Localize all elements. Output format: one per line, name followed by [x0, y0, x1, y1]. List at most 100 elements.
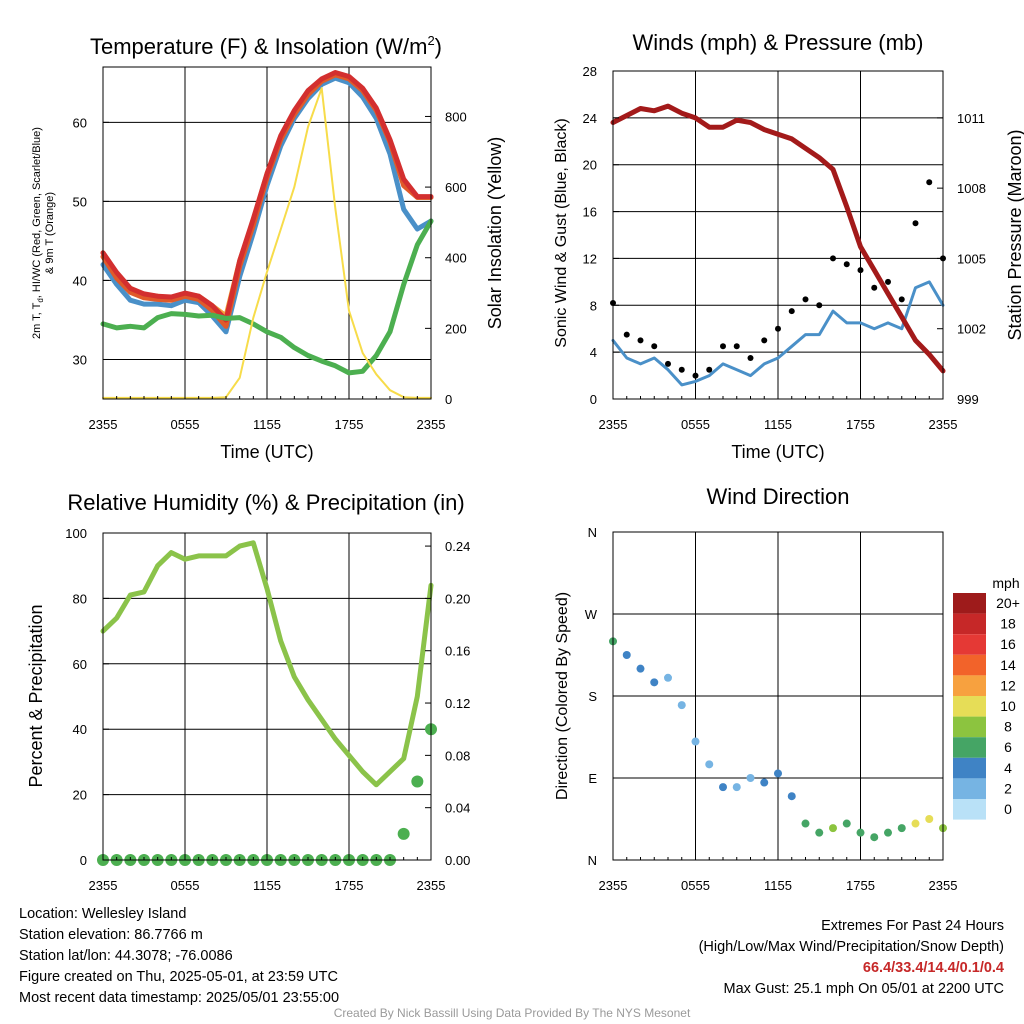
y-tick-label: 24 — [583, 111, 597, 126]
x-tick-label: 2355 — [599, 417, 628, 432]
x-tick-label: 2355 — [929, 417, 958, 432]
y2-tick-label: 0.20 — [445, 591, 470, 606]
x-tick-label: 2355 — [417, 878, 446, 893]
x-tick-label: 0555 — [681, 878, 710, 893]
gust-point — [857, 267, 864, 274]
rh-line — [100, 540, 434, 788]
gust-point — [761, 337, 768, 344]
humidity-ticks: 2355 0555 1155 1755 23550204060801000.000.04… — [65, 526, 470, 893]
humidity-title: Relative Humidity (%) & Precipitation (i… — [67, 490, 464, 515]
y-tick-label: W — [585, 607, 598, 622]
recent-data-text: Most recent data timestamp: 2025/05/01 2… — [19, 990, 340, 1006]
y-tick-label: 50 — [73, 194, 87, 209]
colorbar-label: 12 — [1000, 677, 1016, 693]
direction-point — [732, 783, 741, 792]
direction-point — [746, 774, 755, 782]
colorbar-label: 18 — [1000, 616, 1016, 632]
direction-point — [884, 828, 892, 837]
y-tick-label: 20 — [583, 158, 597, 173]
pressure-line — [610, 103, 946, 374]
direction-point — [911, 819, 920, 828]
temp_2m-line — [100, 70, 434, 323]
direction-point — [691, 737, 700, 746]
temperature-ylabel-left-line2: & 9m T (Orange) — [44, 192, 56, 274]
y-tick-label: 16 — [583, 205, 597, 220]
y2-tick-label: 0.12 — [445, 696, 470, 711]
x-tick-label: 0555 — [171, 878, 200, 893]
direction-point — [925, 815, 934, 823]
y2-tick-label: 600 — [445, 180, 467, 195]
y2-tick-label: 0.04 — [445, 801, 470, 816]
gust-point — [885, 278, 891, 285]
temperature-ylabel-left: 2m T, Td, HI/WC (Red, Green, Scarlet/Blu… — [31, 127, 45, 339]
winds-pressure-panel: Winds (mph) & Pressure (mb) 2355 0555 1155… — [553, 30, 1024, 462]
humidity-precip-panel: Relative Humidity (%) & Precipitation (i… — [26, 490, 470, 893]
y-tick-label: 60 — [73, 657, 87, 672]
colorbar-swatch — [953, 778, 986, 799]
elevation-text: Station elevation: 86.7766 m — [19, 927, 203, 943]
winds-grid — [613, 71, 943, 399]
latlon-text: Station lat/lon: 44.3078; -76.0086 — [19, 948, 233, 964]
wind-direction-title: Wind Direction — [706, 484, 849, 509]
y2-tick-label: 800 — [445, 109, 467, 124]
created-text: Figure created on Thu, 2025-05-01, at 23… — [19, 969, 338, 985]
direction-point — [787, 792, 796, 801]
y-tick-label: 8 — [590, 298, 597, 313]
wind-direction-ylabel-left: Direction (Colored By Speed) — [554, 592, 571, 800]
y-tick-label: 40 — [73, 722, 87, 737]
x-tick-label: 1155 — [253, 878, 281, 893]
gust-point — [623, 331, 630, 338]
colorbar-label: 2 — [1004, 780, 1012, 796]
winds-title: Winds (mph) & Pressure (mb) — [633, 30, 924, 55]
wind-direction-grid — [613, 532, 943, 860]
y2-tick-label: 1011 — [957, 111, 985, 126]
extremes-info: Extremes For Past 24 Hours (High/Low/Max… — [699, 916, 1004, 1000]
x-tick-label: 1755 — [846, 417, 875, 432]
gust-point — [843, 261, 850, 268]
colorbar-label: 4 — [1004, 760, 1012, 776]
gust-point — [830, 255, 836, 262]
colorbar-label: 10 — [1000, 698, 1016, 714]
direction-point — [622, 651, 631, 659]
y2-tick-label: 999 — [957, 392, 979, 407]
direction-point — [760, 778, 769, 787]
x-tick-label: 0555 — [681, 417, 710, 432]
colorbar-unit-label: mph — [992, 575, 1019, 591]
extremes-title: Extremes For Past 24 Hours — [821, 918, 1004, 934]
direction-point — [815, 828, 824, 837]
humidity-series — [97, 540, 437, 866]
precip-point — [397, 827, 410, 840]
y2-tick-label: 1002 — [957, 322, 986, 337]
direction-point — [705, 760, 714, 769]
gust-point — [720, 343, 726, 350]
y-tick-label: 0 — [80, 853, 87, 868]
max-gust-text: Max Gust: 25.1 mph On 05/01 at 2200 UTC — [723, 981, 1004, 997]
dewpoint-line — [100, 218, 434, 376]
gust-point — [706, 366, 713, 373]
colorbar-swatch — [953, 675, 986, 696]
colorbar-label: 8 — [1004, 719, 1012, 735]
temperature-grid — [103, 67, 431, 399]
wind-direction-panel: Wind Direction 2355 0555 1155 1755 2355NESWN… — [554, 484, 1020, 893]
direction-point — [650, 678, 659, 687]
y-tick-label: 60 — [73, 115, 87, 130]
x-tick-label: 0555 — [171, 417, 200, 432]
gust-point — [692, 372, 699, 379]
direction-point — [664, 673, 672, 682]
temperature-series — [100, 70, 434, 399]
gust-point — [651, 343, 658, 350]
winds-series — [610, 103, 946, 387]
station-info: Location: Wellesley Island Station eleva… — [19, 904, 339, 1009]
temperature-title: Temperature (F) & Insolation (W/m2) — [90, 33, 442, 59]
y2-tick-label: 0.00 — [445, 853, 470, 868]
colorbar-swatch — [953, 716, 986, 738]
colorbar-swatch — [953, 634, 986, 655]
y-tick-label: 80 — [73, 591, 87, 606]
y-tick-label: 28 — [583, 64, 597, 79]
direction-point — [774, 769, 782, 778]
colorbar-label: 0 — [1004, 801, 1012, 817]
y-tick-label: 12 — [583, 251, 597, 266]
y2-tick-label: 400 — [445, 251, 467, 266]
y2-tick-label: 0.24 — [445, 539, 470, 554]
